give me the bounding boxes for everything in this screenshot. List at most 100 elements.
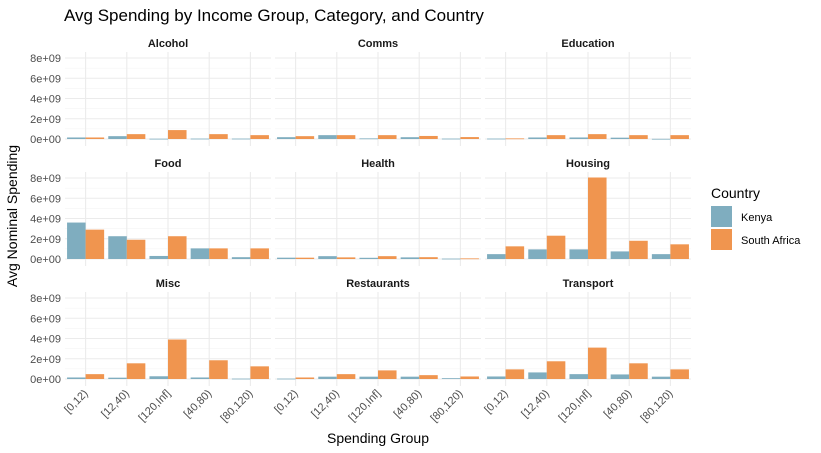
bar-kenya-4 [190,248,210,259]
bar-kenya-5 [651,138,671,140]
bar-south-africa-5 [460,258,479,260]
y-tick-label: 8e+09 [30,173,61,185]
bar-kenya-3 [149,376,168,379]
bar-kenya-1 [277,257,296,259]
bar-south-africa-1 [295,136,315,139]
bar-kenya-5 [231,257,251,259]
bar-kenya-3 [569,137,588,139]
facet-label: Misc [156,278,180,290]
y-tick-label: 6e+09 [30,73,61,85]
panel-misc: Misc [65,278,271,386]
bar-south-africa-4 [209,134,228,139]
y-axes: 0e+00 2e+09 4e+09 6e+09 8e+09 0e+00 2e+09 4e+09… [30,53,61,386]
bar-south-africa-3 [588,177,607,259]
bar-kenya-5 [231,138,251,140]
x-tick-label: [80,120) [218,388,255,425]
bar-kenya-4 [400,376,420,379]
bar-south-africa-4 [629,363,648,379]
bar-south-africa-3 [588,347,607,379]
y-tick-label: 4e+09 [30,94,61,106]
x-tick-label: [80,120) [638,388,675,425]
bar-south-africa-1 [505,369,525,379]
bar-south-africa-1 [295,257,315,259]
bar-south-africa-5 [460,137,479,139]
bar-kenya-1 [67,377,86,379]
x-tick-label: [120,Inf] [557,388,594,425]
legend-key-south-africa [711,229,732,250]
bar-kenya-4 [190,138,210,140]
facet-label: Transport [563,278,614,290]
y-tick-label: 6e+09 [30,313,61,325]
bar-south-africa-5 [670,244,689,259]
bar-south-africa-3 [168,130,187,139]
y-tick-label: 2e+09 [30,114,61,126]
bar-south-africa-2 [126,134,146,139]
bar-south-africa-1 [85,137,105,139]
bar-south-africa-4 [419,257,438,259]
y-tick-label: 0e+00 [30,374,61,386]
facet-label: Restaurants [346,278,410,290]
x-tick-label: [40,80) [602,388,635,421]
x-tick-label: [40,80) [182,388,215,421]
bar-south-africa-3 [378,256,397,259]
bar-kenya-5 [441,378,461,379]
y-tick-label: 8e+09 [30,293,61,305]
bar-kenya-2 [108,236,127,259]
bar-south-africa-2 [546,361,566,379]
y-tick-label: 6e+09 [30,193,61,205]
bar-kenya-3 [359,138,378,140]
panel-alcohol: Alcohol [65,38,271,146]
bar-kenya-5 [231,378,251,380]
y-tick-label: 8e+09 [30,53,61,65]
bar-south-africa-4 [419,375,438,379]
bar-kenya-1 [487,254,506,259]
legend-key-kenya [711,206,732,227]
panel-restaurants: Restaurants [275,278,481,386]
y-axis-title: Avg Nominal Spending [4,145,20,287]
x-tick-label: [0,12) [62,388,90,416]
bar-south-africa-5 [250,248,269,259]
bar-south-africa-2 [546,235,566,259]
bar-kenya-1 [67,137,86,139]
bar-kenya-3 [149,138,168,140]
facet-label: Housing [566,158,610,170]
bar-kenya-5 [441,138,461,140]
bar-south-africa-4 [209,248,228,259]
bar-south-africa-3 [168,236,187,259]
y-tick-label: 2e+09 [30,354,61,366]
x-axis-title: Spending Group [327,430,429,446]
bar-south-africa-2 [126,363,146,379]
bar-kenya-3 [569,249,588,259]
x-tick-label: [80,120) [428,388,465,425]
bar-kenya-1 [487,138,506,140]
bar-kenya-3 [149,255,168,259]
bar-south-africa-2 [336,135,356,139]
bar-kenya-1 [277,378,296,380]
bar-kenya-2 [528,137,547,139]
facet-label: Comms [358,38,398,50]
facet-label: Education [561,38,614,50]
bar-south-africa-2 [336,257,356,259]
panel-education: Education [485,38,691,146]
x-tick-label: [12,40) [309,388,342,421]
bar-south-africa-4 [209,360,228,379]
facet-panels: Alcohol Comms Education Food Health Housing Mi… [65,38,691,386]
bar-kenya-4 [610,137,630,139]
bar-south-africa-5 [250,366,269,379]
bar-kenya-3 [359,257,378,259]
y-tick-label: 2e+09 [30,234,61,246]
bar-south-africa-1 [295,377,315,379]
bar-south-africa-5 [670,135,689,139]
x-tick-label: [0,12) [272,388,300,416]
panel-transport: Transport [485,278,691,386]
bar-kenya-4 [400,137,420,139]
x-tick-label: [0,12) [482,388,510,416]
y-tick-label: 4e+09 [30,214,61,226]
legend-label: Kenya [741,212,773,224]
legend-label: South Africa [741,235,801,247]
bar-kenya-2 [318,376,337,379]
bar-kenya-5 [651,376,671,379]
bar-kenya-2 [528,249,547,259]
bar-kenya-2 [318,135,337,139]
